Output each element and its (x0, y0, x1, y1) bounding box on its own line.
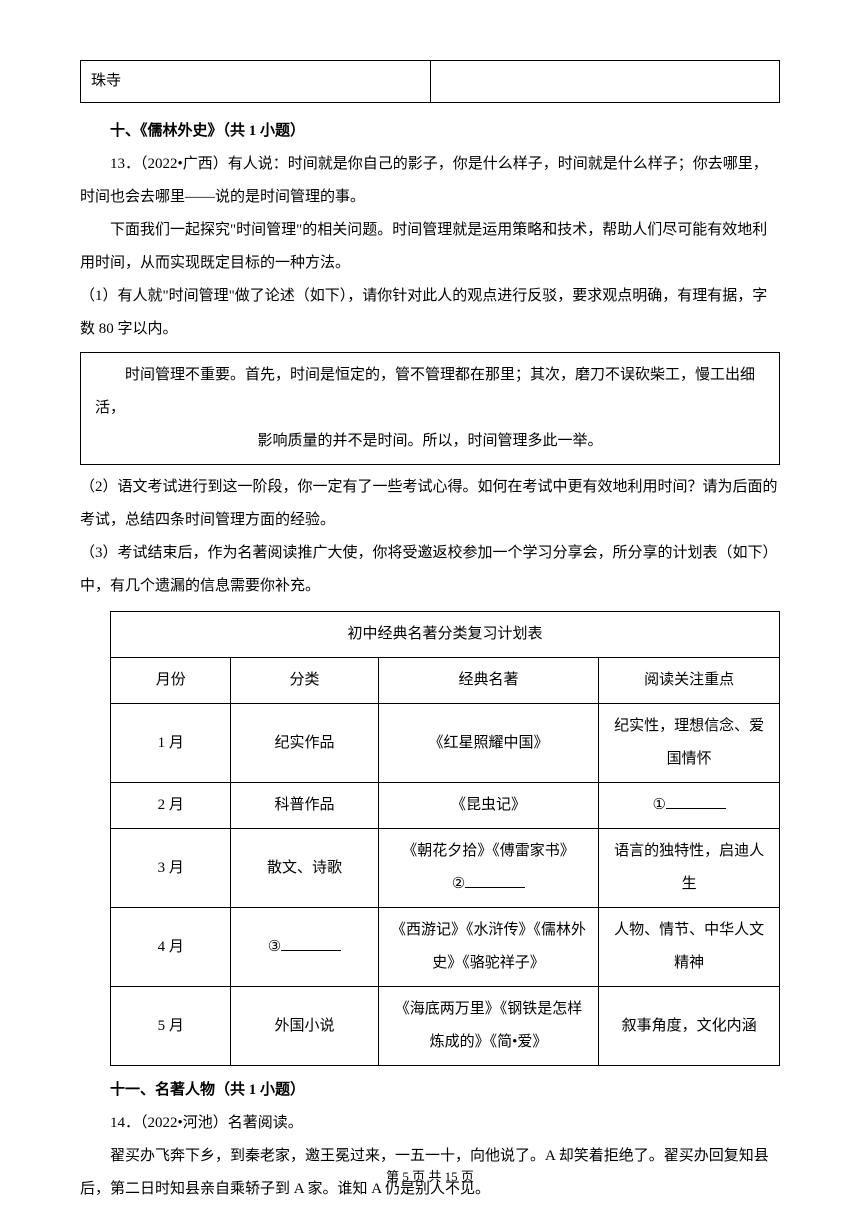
cell-books: 《海底两万里》《钢铁是怎样炼成的》《简•爱》 (378, 987, 599, 1066)
table-row: 4 月 ③ 《西游记》《水浒传》《儒林外史》《骆驼祥子》 人物、情节、中华人文精… (111, 908, 780, 987)
section-11-heading: 十一、名著人物（共 1 小题） (80, 1074, 780, 1107)
fragment-cell-left: 珠寺 (81, 61, 431, 103)
cell-books: 《西游记》《水浒传》《儒林外史》《骆驼祥子》 (378, 908, 599, 987)
cell-category-blank[interactable]: ③ (231, 908, 378, 987)
cell-month: 4 月 (111, 908, 231, 987)
cell-category: 纪实作品 (231, 704, 378, 783)
cell-focus: 纪实性，理想信念、爱国情怀 (599, 704, 780, 783)
box-line-1: 时间管理不重要。首先，时间是恒定的，管不管理都在那里；其次，磨刀不误砍柴工，慢工… (95, 359, 765, 425)
plan-table-title: 初中经典名著分类复习计划表 (111, 612, 780, 658)
header-books: 经典名著 (378, 658, 599, 704)
cell-category: 散文、诗歌 (231, 829, 378, 908)
quote-box: 时间管理不重要。首先，时间是恒定的，管不管理都在那里；其次，磨刀不误砍柴工，慢工… (80, 352, 780, 465)
q13-sub2: （2）语文考试进行到这一阶段，你一定有了一些考试心得。如何在考试中更有效地利用时… (80, 471, 780, 537)
q13-intro: 13．（2022•广西）有人说：时间就是你自己的影子，你是什么样子，时间就是什么… (80, 148, 780, 214)
q13-sub1: （1）有人就"时间管理"做了论述（如下），请你针对此人的观点进行反驳，要求观点明… (80, 280, 780, 346)
cell-focus: 人物、情节、中华人文精神 (599, 908, 780, 987)
cell-books: 《红星照耀中国》 (378, 704, 599, 783)
fragment-table: 珠寺 (80, 60, 780, 103)
cell-focus-blank[interactable]: ① (599, 783, 780, 829)
cell-books: 《昆虫记》 (378, 783, 599, 829)
table-row: 3 月 散文、诗歌 《朝花夕拾》《傅雷家书》② 语言的独特性，启迪人生 (111, 829, 780, 908)
q13-sub3: （3）考试结束后，作为名著阅读推广大使，你将受邀返校参加一个学习分享会，所分享的… (80, 537, 780, 603)
cell-category: 外国小说 (231, 987, 378, 1066)
cell-month: 1 月 (111, 704, 231, 783)
table-row: 1 月 纪实作品 《红星照耀中国》 纪实性，理想信念、爱国情怀 (111, 704, 780, 783)
plan-table: 初中经典名著分类复习计划表 月份 分类 经典名著 阅读关注重点 1 月 纪实作品… (110, 611, 780, 1066)
cell-month: 3 月 (111, 829, 231, 908)
cell-category: 科普作品 (231, 783, 378, 829)
q13-paragraph-2: 下面我们一起探究"时间管理"的相关问题。时间管理就是运用策略和技术，帮助人们尽可… (80, 214, 780, 280)
cell-focus: 语言的独特性，启迪人生 (599, 829, 780, 908)
fragment-cell-right (430, 61, 780, 103)
header-month: 月份 (111, 658, 231, 704)
q14-intro: 14．（2022•河池）名著阅读。 (80, 1107, 780, 1140)
section-10-heading: 十、《儒林外史》（共 1 小题） (80, 115, 780, 148)
table-row: 2 月 科普作品 《昆虫记》 ① (111, 783, 780, 829)
cell-month: 5 月 (111, 987, 231, 1066)
box-line-2: 影响质量的并不是时间。所以，时间管理多此一举。 (95, 425, 765, 458)
cell-month: 2 月 (111, 783, 231, 829)
cell-focus: 叙事角度，文化内涵 (599, 987, 780, 1066)
plan-table-header-row: 月份 分类 经典名著 阅读关注重点 (111, 658, 780, 704)
header-focus: 阅读关注重点 (599, 658, 780, 704)
header-category: 分类 (231, 658, 378, 704)
table-row: 5 月 外国小说 《海底两万里》《钢铁是怎样炼成的》《简•爱》 叙事角度，文化内… (111, 987, 780, 1066)
cell-books-blank[interactable]: 《朝花夕拾》《傅雷家书》② (378, 829, 599, 908)
page-footer: 第 5 页 共 15 页 (0, 1168, 860, 1186)
